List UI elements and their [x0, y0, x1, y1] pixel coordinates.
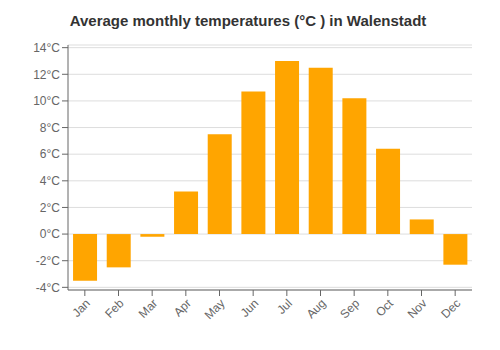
svg-text:4°C: 4°C [40, 174, 60, 188]
svg-text:-2°C: -2°C [36, 254, 60, 268]
svg-text:May: May [202, 296, 228, 322]
svg-text:Aug: Aug [304, 296, 329, 321]
svg-text:Nov: Nov [405, 296, 430, 321]
svg-text:Jan: Jan [69, 296, 93, 320]
html-text:Average monthly temperatures (: Average monthly temperatures (°C ) in Wa… [69, 12, 427, 29]
svg-text:8°C: 8°C [40, 121, 60, 135]
svg-text:Oct: Oct [373, 296, 397, 320]
svg-text:12°C: 12°C [33, 68, 60, 82]
svg-text:-4°C: -4°C [36, 281, 60, 295]
svg-text:6°C: 6°C [40, 147, 60, 161]
svg-text:Feb: Feb [102, 296, 127, 321]
svg-text:Apr: Apr [171, 296, 194, 319]
svg-text:14°C: 14°C [33, 41, 60, 55]
svg-text:Mar: Mar [136, 296, 161, 321]
svg-text:Jul: Jul [274, 296, 295, 317]
svg-text:Jun: Jun [238, 296, 262, 320]
svg-text:Dec: Dec [438, 296, 463, 321]
svg-text:Sep: Sep [337, 296, 362, 321]
svg-text:10°C: 10°C [33, 94, 60, 108]
svg-text:2°C: 2°C [40, 201, 60, 215]
svg-text:0°C: 0°C [40, 227, 60, 241]
